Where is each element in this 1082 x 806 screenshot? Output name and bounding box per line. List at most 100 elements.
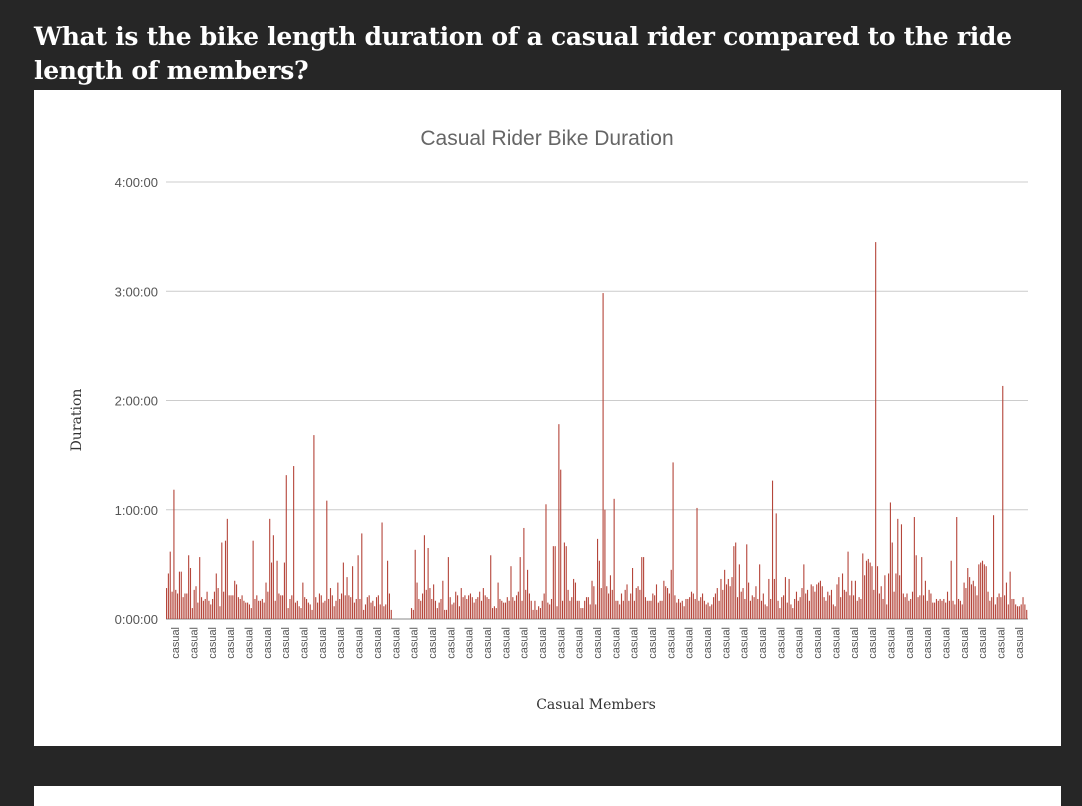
- bar: [188, 555, 190, 619]
- bar: [711, 604, 713, 619]
- bar: [309, 604, 311, 619]
- bar: [911, 591, 914, 619]
- x-tick-label: casual: [409, 627, 421, 659]
- bar: [224, 540, 227, 619]
- bar: [788, 578, 790, 619]
- bar: [867, 558, 869, 619]
- bar: [902, 593, 904, 619]
- bar: [189, 568, 192, 619]
- bar: [725, 584, 728, 619]
- bar: [317, 602, 319, 619]
- bar: [700, 597, 702, 619]
- bar: [591, 580, 593, 619]
- bar: [574, 582, 577, 619]
- bar: [825, 600, 827, 619]
- bar: [950, 560, 952, 619]
- bar: [445, 609, 448, 619]
- bar: [865, 560, 868, 619]
- bar: [337, 582, 339, 619]
- bar-chart: Casual Rider Bike Duration 0:00:00 1:00:0…: [69, 127, 1028, 713]
- x-tick-label: casual: [794, 627, 806, 659]
- bar: [906, 593, 908, 619]
- bar: [482, 588, 484, 619]
- bar: [361, 533, 363, 619]
- bar: [790, 604, 792, 619]
- bar: [970, 584, 973, 619]
- bar: [387, 560, 389, 619]
- bar: [212, 598, 214, 619]
- bar: [427, 547, 429, 619]
- bar: [609, 575, 611, 619]
- bars: [166, 242, 1028, 620]
- bar: [381, 522, 383, 619]
- bar: [171, 591, 173, 619]
- bar: [608, 593, 610, 619]
- bar: [974, 586, 976, 619]
- bar: [773, 578, 775, 619]
- bar: [340, 593, 343, 619]
- x-tick-label: casual: [280, 627, 292, 659]
- bar: [418, 598, 420, 619]
- bar: [243, 600, 245, 619]
- bar: [597, 538, 599, 619]
- bar: [342, 562, 344, 619]
- bar: [311, 609, 313, 619]
- bar: [617, 600, 619, 619]
- bar: [219, 606, 221, 619]
- bar: [429, 588, 431, 619]
- bar: [869, 562, 871, 619]
- bar: [882, 598, 884, 619]
- bar: [210, 604, 212, 619]
- bar: [328, 598, 330, 619]
- bar: [792, 608, 794, 619]
- bar: [388, 593, 390, 619]
- bar: [201, 597, 203, 619]
- bar: [479, 591, 481, 619]
- bar: [166, 588, 168, 619]
- bar: [888, 573, 890, 619]
- bar: [742, 588, 744, 619]
- bar: [981, 560, 984, 619]
- x-tick-label: casual: [885, 627, 897, 659]
- bar: [254, 598, 256, 619]
- y-tick-label: 3:00:00: [115, 284, 158, 299]
- bar: [497, 582, 499, 619]
- bar: [827, 591, 829, 619]
- bar: [676, 602, 678, 619]
- x-tick-label: casual: [867, 627, 879, 659]
- bar: [556, 606, 558, 619]
- bar: [908, 600, 910, 619]
- bar: [182, 597, 184, 619]
- bar: [797, 600, 799, 619]
- bar: [326, 500, 328, 619]
- bar: [666, 588, 669, 619]
- bar: [265, 582, 267, 619]
- bar: [744, 598, 746, 619]
- bar: [919, 595, 921, 619]
- bar: [654, 595, 656, 619]
- bar: [237, 597, 239, 619]
- x-tick-label: casual: [720, 627, 732, 659]
- x-tick-label: casual: [775, 627, 787, 659]
- bar: [364, 604, 367, 619]
- bar: [517, 591, 519, 619]
- bar: [276, 560, 278, 619]
- bar: [849, 595, 851, 619]
- x-tick-label: casual: [445, 627, 457, 659]
- bar: [701, 593, 704, 619]
- bar: [840, 597, 842, 619]
- bar: [644, 597, 646, 619]
- bar: [1024, 604, 1026, 619]
- bar: [256, 595, 258, 619]
- bar: [672, 462, 674, 619]
- bar: [363, 609, 365, 619]
- bar: [180, 571, 182, 619]
- bar: [945, 602, 947, 619]
- bar: [694, 598, 696, 619]
- x-tick-label: casual: [757, 627, 769, 659]
- bar: [692, 593, 694, 619]
- bar: [996, 597, 998, 619]
- bar: [434, 600, 437, 619]
- bar: [515, 595, 518, 619]
- bar: [967, 568, 969, 619]
